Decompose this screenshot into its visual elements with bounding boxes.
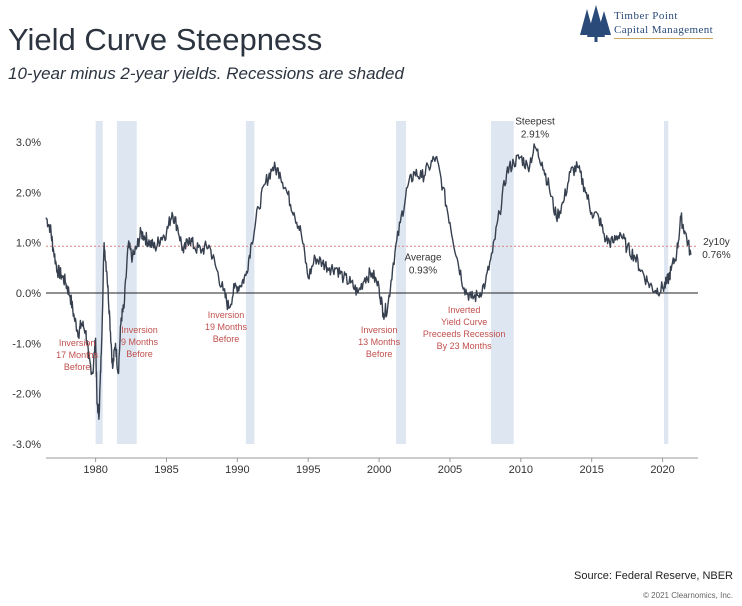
annotation-text: Before [126, 349, 153, 359]
annotation-text: Steepest [515, 116, 555, 127]
annotation-text: Inversion [121, 325, 158, 335]
annotation-text: 0.93% [409, 265, 437, 276]
annotation-text: 2y10y [703, 237, 730, 248]
x-tick-label: 2020 [650, 464, 674, 476]
annotation-text: Preceeds Recession [423, 329, 506, 339]
annotation-text: Before [366, 349, 393, 359]
y-tick-label: -2.0% [12, 389, 41, 401]
source-note: Source: Federal Reserve, NBER [574, 570, 733, 582]
annotation-text: 13 Months [358, 337, 401, 347]
recession-band-2 [245, 121, 255, 444]
annotation-text: 2.91% [521, 129, 549, 140]
x-tick-label: 1995 [296, 464, 320, 476]
y-tick-label: -1.0% [12, 338, 41, 350]
annotation-text: 19 Months [205, 322, 248, 332]
x-tick-label: 1980 [83, 464, 107, 476]
x-tick-label: 2000 [367, 464, 391, 476]
logo-line-1: Timber Point [614, 10, 678, 22]
annotation-text: Inversion [59, 338, 96, 348]
recession-band-3 [396, 121, 407, 444]
copyright-note: © 2021 Clearnomics, Inc. [643, 591, 733, 600]
company-logo: Timber Point Capital Management [578, 5, 728, 45]
annotation-text: 9 Months [121, 337, 159, 347]
x-tick-label: 1990 [225, 464, 249, 476]
y-tick-label: 2.0% [16, 187, 41, 199]
y-tick-label: -3.0% [12, 439, 41, 451]
annotation-text: Inverted [448, 305, 481, 315]
x-tick-label: 2005 [438, 464, 462, 476]
annotation-text: Inversion [208, 310, 245, 320]
x-tick-label: 1985 [154, 464, 178, 476]
page-title: Yield Curve Steepness [8, 22, 323, 57]
annotation-group: Inversion 17 Months Before Inversion 9 Month… [56, 116, 731, 371]
y-tick-label: 0.0% [16, 288, 41, 300]
recession-band-0 [95, 121, 103, 444]
annotation-text: Before [213, 334, 240, 344]
series-line-group [45, 143, 692, 420]
x-axis: 1980 1985 1990 1995 2000 2005 2010 2015 2020 [46, 457, 698, 476]
annotation-text: 0.76% [702, 250, 730, 261]
recession-band-4 [491, 121, 514, 444]
page-subtitle: 10-year minus 2-year yields. Recessions … [8, 64, 404, 83]
recession-shading-group [95, 121, 669, 444]
y-tick-label: 1.0% [16, 238, 41, 250]
annotation-text: 17 Months [56, 350, 99, 360]
annotation-text: Yield Curve [441, 317, 487, 327]
x-tick-label: 2010 [509, 464, 533, 476]
annotation-text: Before [64, 362, 91, 372]
series-line-0 [45, 143, 692, 420]
annotation-text: Inversion [361, 325, 398, 335]
pine-trees-icon [580, 5, 611, 42]
y-tick-label: 3.0% [16, 137, 41, 149]
annotation-text: By 23 Months [437, 341, 493, 351]
x-tick-label: 2015 [579, 464, 603, 476]
logo-line-2: Capital Management [614, 23, 714, 39]
y-axis-ticks: 3.0% 2.0% 1.0% 0.0% -1.0% -2.0% -3.0% [12, 137, 41, 451]
annotation-text: Average [404, 252, 442, 263]
recession-band-1 [116, 121, 137, 444]
